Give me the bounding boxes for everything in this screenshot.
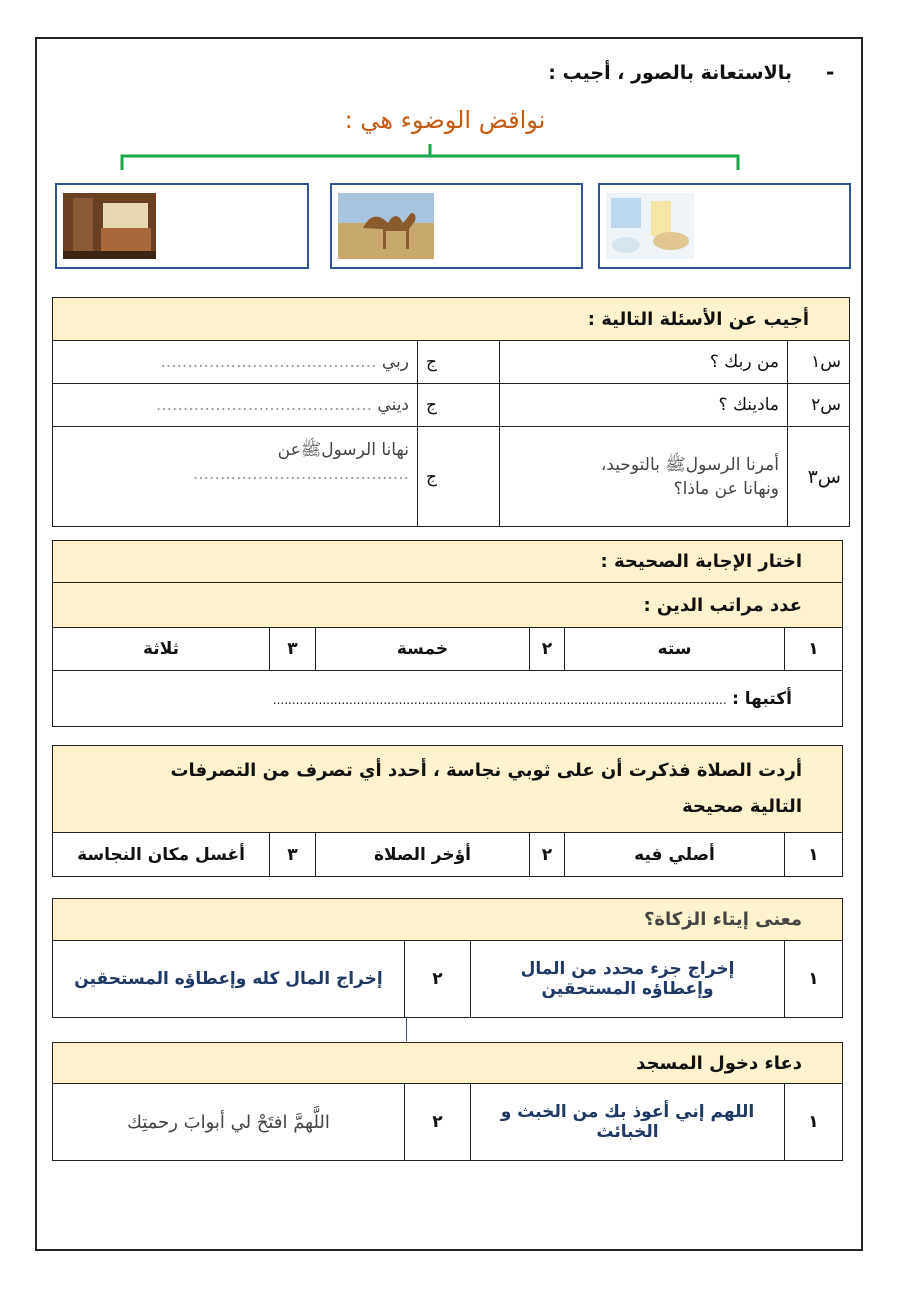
camel-image — [338, 193, 434, 259]
write-dots: ........................................… — [272, 692, 727, 707]
section-title: نواقض الوضوء هي : — [344, 106, 546, 134]
options-row: ١ إخراج جزء محدد من المال وإعطاؤه المستحق… — [52, 940, 843, 1018]
options-row: ١ سته ٢ خمسة ٣ ثلاثة — [52, 627, 843, 671]
options-row: ١ أصلي فيه ٢ أؤخر الصلاة ٣ أغسل مكان الن… — [52, 832, 843, 877]
answer-label: ج — [417, 383, 500, 427]
option-1-line2: الخبائث — [596, 1122, 659, 1142]
question-text: مادينك ؟ — [499, 383, 788, 427]
question-number: س١ — [787, 340, 850, 384]
option-number: ١ — [784, 940, 843, 1018]
choose-table: اختار الإجابة الصحيحة : عدد مراتب الدين … — [52, 540, 843, 727]
option-number: ٢ — [529, 832, 565, 877]
najasa-question-line2: التالية صحيحة — [682, 796, 802, 817]
answer-field[interactable]: ديني ...................................… — [52, 383, 418, 427]
option-number: ١ — [784, 627, 843, 671]
options-row: ١ اللهم إني أعوذ بك من الخبث و الخبائث ٢ … — [52, 1083, 843, 1161]
option-2[interactable]: أؤخر الصلاة — [315, 832, 530, 877]
option-1[interactable]: سته — [564, 627, 785, 671]
answer-field[interactable]: نهانا الرسولﷺعن ........................… — [52, 426, 418, 527]
option-number: ٢ — [404, 940, 471, 1018]
option-number: ٢ — [529, 627, 565, 671]
answer-prefix: ديني — [377, 395, 409, 415]
question-number: س٢ — [787, 383, 850, 427]
option-1-line1: إخراج جزء محدد من المال — [520, 959, 735, 979]
option-1[interactable]: أصلي فيه — [564, 832, 785, 877]
najasa-table: أردت الصلاة فذكرت أن على ثوبي نجاسة ، أح… — [52, 745, 843, 877]
connector-line — [406, 1017, 407, 1041]
answer-label: ج — [417, 426, 500, 527]
page-border — [35, 37, 863, 1251]
question-row-1: س١ من ربك ؟ ج ربي ......................… — [52, 340, 850, 384]
answer-label: ج — [417, 340, 500, 384]
bedroom-image — [63, 193, 156, 259]
mosque-dua-question: دعاء دخول المسجد — [52, 1042, 843, 1084]
option-2[interactable]: اللَّهمَّ افتَحْ لي أبوابَ رحمتِك — [52, 1083, 405, 1161]
write-label: أكتبها : — [732, 688, 792, 709]
questions-header: أجيب عن الأسئلة التالية : — [52, 297, 850, 341]
answer-box-2[interactable] — [330, 183, 583, 269]
answer-dots: ........................................ — [155, 395, 372, 415]
option-1-line1: اللهم إني أعوذ بك من الخبث و — [500, 1102, 755, 1122]
questions-table: أجيب عن الأسئلة التالية : س١ من ربك ؟ ج … — [52, 297, 850, 527]
zakat-table: معنى إيتاء الزكاة؟ ١ إخراج جزء محدد من ا… — [52, 898, 843, 1018]
bullet-dash: - — [826, 60, 835, 84]
answer-prefix: ربي — [381, 352, 409, 372]
option-2[interactable]: إخراج المال كله وإعطاؤه المستحقين — [52, 940, 405, 1018]
option-number: ١ — [784, 832, 843, 877]
answer-field[interactable]: ربي ....................................… — [52, 340, 418, 384]
answer-dots: ........................................ — [192, 464, 409, 484]
option-2[interactable]: خمسة — [315, 627, 530, 671]
option-number: ٢ — [404, 1083, 471, 1161]
answer-box-3[interactable] — [598, 183, 851, 269]
option-number: ٣ — [269, 832, 316, 877]
question-number: س٣ — [787, 426, 850, 527]
answer-dots: ........................................ — [160, 352, 377, 372]
option-1[interactable]: اللهم إني أعوذ بك من الخبث و الخبائث — [470, 1083, 785, 1161]
question-text-line2: ونهانا عن ماذا؟ — [673, 479, 779, 499]
write-answer-field[interactable]: أكتبها : ...............................… — [52, 670, 843, 727]
choose-header: اختار الإجابة الصحيحة : — [52, 540, 843, 583]
mosque-dua-table: دعاء دخول المسجد ١ اللهم إني أعوذ بك من … — [52, 1042, 843, 1161]
question-text-line1: أمرنا الرسولﷺ بالتوحيد، — [600, 455, 779, 475]
option-3[interactable]: أغسل مكان النجاسة — [52, 832, 270, 877]
choose-question: عدد مراتب الدين : — [52, 582, 843, 628]
answer-box-1[interactable] — [55, 183, 309, 269]
instruction: بالاستعانة بالصور ، أجيب : — [548, 62, 792, 84]
green-bracket — [120, 144, 740, 170]
option-1-line2: وإعطاؤه المستحقين — [541, 979, 714, 999]
option-3[interactable]: ثلاثة — [52, 627, 270, 671]
zakat-question: معنى إيتاء الزكاة؟ — [52, 898, 843, 941]
answer-prefix: نهانا الرسولﷺعن — [277, 440, 409, 460]
najasa-question-line1: أردت الصلاة فذكرت أن على ثوبي نجاسة ، أح… — [170, 760, 802, 781]
question-row-3: س٣ أمرنا الرسولﷺ بالتوحيد، ونهانا عن ماذا… — [52, 426, 850, 527]
bathroom-image — [606, 193, 694, 259]
option-number: ١ — [784, 1083, 843, 1161]
option-1[interactable]: إخراج جزء محدد من المال وإعطاؤه المستحقين — [470, 940, 785, 1018]
option-number: ٣ — [269, 627, 316, 671]
question-text: من ربك ؟ — [499, 340, 788, 384]
question-row-2: س٢ مادينك ؟ ج ديني .....................… — [52, 383, 850, 427]
